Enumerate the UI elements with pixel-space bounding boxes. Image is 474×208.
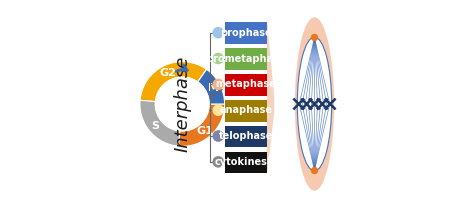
Text: Interphase: Interphase [173, 56, 191, 152]
Ellipse shape [295, 17, 334, 191]
Circle shape [311, 167, 318, 174]
Ellipse shape [297, 37, 332, 171]
Text: cytokinesis: cytokinesis [215, 157, 277, 167]
Circle shape [212, 130, 224, 142]
FancyBboxPatch shape [225, 151, 267, 173]
Circle shape [212, 79, 224, 90]
FancyBboxPatch shape [225, 100, 267, 121]
Text: anaphase: anaphase [219, 105, 272, 115]
Circle shape [212, 104, 224, 116]
Circle shape [305, 102, 308, 106]
FancyBboxPatch shape [225, 126, 267, 147]
Text: telophase: telophase [219, 131, 273, 141]
Circle shape [313, 102, 316, 106]
Text: prometaphase: prometaphase [206, 53, 285, 64]
Text: metaphase: metaphase [215, 79, 276, 89]
Polygon shape [267, 20, 274, 175]
Text: S: S [152, 121, 160, 131]
Circle shape [297, 102, 301, 106]
Wedge shape [198, 69, 225, 104]
Text: G2: G2 [159, 68, 176, 78]
Circle shape [321, 102, 324, 106]
Text: G1: G1 [196, 125, 213, 135]
Wedge shape [140, 100, 180, 146]
Circle shape [328, 102, 332, 106]
FancyBboxPatch shape [225, 74, 267, 96]
Circle shape [155, 77, 209, 131]
Wedge shape [140, 62, 207, 102]
Circle shape [212, 27, 224, 38]
Circle shape [311, 34, 318, 41]
Text: prophase: prophase [220, 28, 272, 38]
Wedge shape [179, 104, 225, 146]
Circle shape [212, 53, 224, 64]
Text: M: M [208, 83, 219, 93]
FancyBboxPatch shape [225, 48, 267, 70]
FancyBboxPatch shape [225, 22, 267, 44]
Circle shape [212, 156, 224, 168]
